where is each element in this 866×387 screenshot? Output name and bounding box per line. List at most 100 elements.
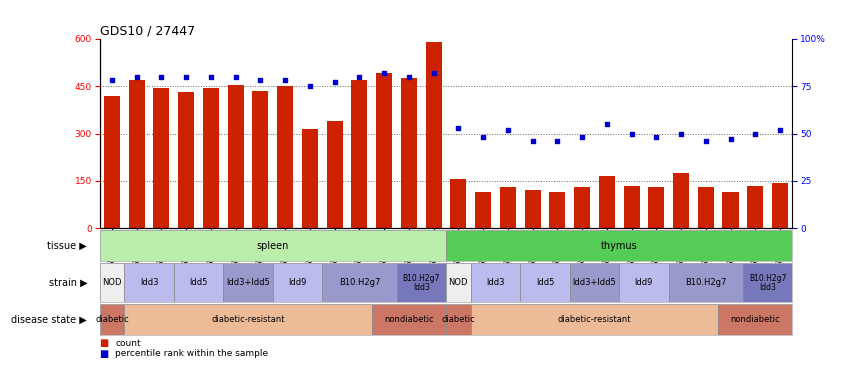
Point xyxy=(748,130,762,137)
Point xyxy=(254,77,268,84)
Point xyxy=(650,134,663,140)
Bar xyxy=(743,263,792,302)
Text: nondiabetic: nondiabetic xyxy=(384,315,434,324)
Bar xyxy=(153,88,170,228)
Point xyxy=(526,138,540,144)
Bar xyxy=(772,183,788,228)
Point xyxy=(624,130,638,137)
Text: B10.H2g7
ldd3: B10.H2g7 ldd3 xyxy=(403,274,440,291)
Bar xyxy=(475,192,491,228)
Bar xyxy=(673,173,689,228)
Text: diabetic: diabetic xyxy=(442,315,475,324)
Text: diabetic-resistant: diabetic-resistant xyxy=(558,315,631,324)
Bar xyxy=(549,192,565,228)
Point xyxy=(773,127,787,133)
Bar xyxy=(178,92,194,228)
Text: B10.H2g7: B10.H2g7 xyxy=(685,278,727,287)
Bar xyxy=(174,263,223,302)
Point xyxy=(154,74,168,80)
Point xyxy=(204,74,218,80)
Bar xyxy=(129,80,145,228)
Bar xyxy=(252,91,268,228)
Bar xyxy=(125,263,174,302)
Point xyxy=(476,134,490,140)
Point xyxy=(451,125,465,131)
Point xyxy=(600,121,614,127)
Text: ldd3+ldd5: ldd3+ldd5 xyxy=(226,278,270,287)
Bar xyxy=(520,263,570,302)
Text: NOD: NOD xyxy=(102,278,122,287)
Bar xyxy=(471,304,718,335)
Text: ldd3: ldd3 xyxy=(486,278,505,287)
Text: ldd9: ldd9 xyxy=(288,278,307,287)
Bar xyxy=(570,263,619,302)
Bar xyxy=(446,304,471,335)
Bar xyxy=(277,86,294,228)
Bar xyxy=(104,96,120,228)
Bar xyxy=(100,304,125,335)
Text: thymus: thymus xyxy=(601,241,637,251)
Text: NOD: NOD xyxy=(449,278,469,287)
Text: tissue ▶: tissue ▶ xyxy=(48,241,87,251)
Bar xyxy=(125,304,372,335)
Bar xyxy=(747,186,763,228)
Point xyxy=(278,77,292,84)
Bar xyxy=(718,304,792,335)
Point xyxy=(378,70,391,76)
Bar xyxy=(446,230,792,261)
Bar xyxy=(228,84,243,228)
Bar xyxy=(100,263,125,302)
Point xyxy=(427,70,441,76)
Point xyxy=(303,83,317,89)
Bar xyxy=(273,263,322,302)
Text: B10.H2g7: B10.H2g7 xyxy=(339,278,380,287)
Text: ldd3: ldd3 xyxy=(139,278,158,287)
Text: GDS10 / 27447: GDS10 / 27447 xyxy=(100,24,195,38)
Bar xyxy=(203,88,219,228)
Text: percentile rank within the sample: percentile rank within the sample xyxy=(115,349,268,358)
Text: ldd5: ldd5 xyxy=(536,278,554,287)
Point xyxy=(105,77,119,84)
Text: spleen: spleen xyxy=(256,241,289,251)
Point xyxy=(402,74,416,80)
Bar xyxy=(446,263,471,302)
Bar xyxy=(598,176,615,228)
Bar xyxy=(450,179,467,228)
Point xyxy=(575,134,589,140)
Bar xyxy=(722,192,739,228)
Text: strain ▶: strain ▶ xyxy=(48,277,87,288)
Point xyxy=(352,74,366,80)
Bar xyxy=(500,187,516,228)
Bar xyxy=(471,263,520,302)
Bar xyxy=(352,80,367,228)
Text: diabetic-resistant: diabetic-resistant xyxy=(211,315,285,324)
Text: diabetic: diabetic xyxy=(95,315,129,324)
Point xyxy=(130,74,144,80)
Bar xyxy=(397,263,446,302)
Point xyxy=(229,74,242,80)
Point xyxy=(551,138,565,144)
Point xyxy=(699,138,713,144)
Bar xyxy=(649,187,664,228)
Bar xyxy=(669,263,743,302)
Point xyxy=(179,74,193,80)
Bar xyxy=(574,187,590,228)
Text: nondiabetic: nondiabetic xyxy=(730,315,780,324)
Bar xyxy=(619,263,669,302)
Point xyxy=(674,130,688,137)
Text: disease state ▶: disease state ▶ xyxy=(11,314,87,324)
Bar xyxy=(425,42,442,228)
Text: ldd9: ldd9 xyxy=(635,278,653,287)
Point xyxy=(724,136,738,142)
Text: ldd5: ldd5 xyxy=(190,278,208,287)
Text: ldd3+ldd5: ldd3+ldd5 xyxy=(572,278,617,287)
Bar xyxy=(376,74,392,228)
Text: B10.H2g7
ldd3: B10.H2g7 ldd3 xyxy=(749,274,786,291)
Bar xyxy=(372,304,446,335)
Bar xyxy=(624,186,640,228)
Bar xyxy=(100,230,446,261)
Bar xyxy=(302,129,318,228)
Bar xyxy=(322,263,397,302)
Point xyxy=(327,79,341,86)
Bar xyxy=(223,263,273,302)
